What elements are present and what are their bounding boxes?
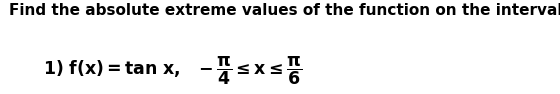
- Text: Find the absolute extreme values of the function on the interval.: Find the absolute extreme values of the …: [9, 3, 560, 18]
- Text: $\bf{1)\ f(x) = tan\ x, \ \ -\dfrac{\pi}{4} \leq x \leq \dfrac{\pi}{6}}$: $\bf{1)\ f(x) = tan\ x, \ \ -\dfrac{\pi}…: [43, 55, 302, 88]
